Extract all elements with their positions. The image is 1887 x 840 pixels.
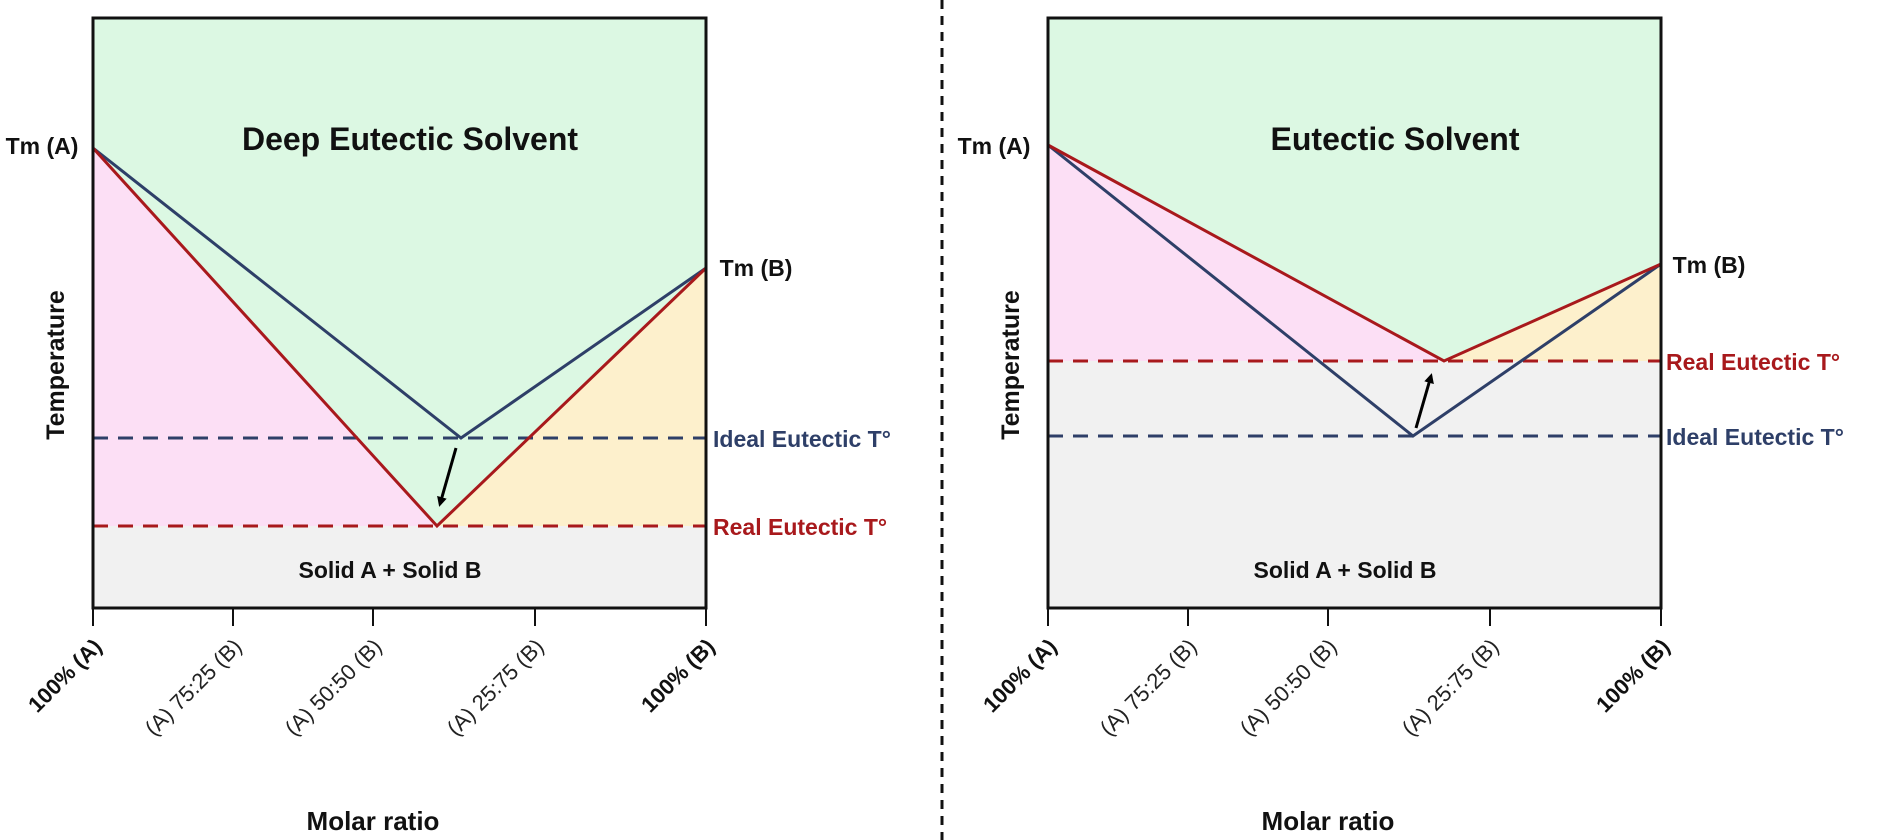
tick-label: 100% (B): [1591, 634, 1674, 717]
real-liquidus-curve: [1047, 143, 1662, 363]
ideal-liquidus-curve: [92, 146, 707, 440]
ideal-eutectic-label: Ideal Eutectic T°: [1666, 424, 1844, 450]
ideal-eutectic-label: Ideal Eutectic T°: [713, 426, 891, 452]
tick-label: (A) 25:75 (B): [442, 634, 549, 741]
panel-deep-eutectic: Deep Eutectic Solvent Tm (A) Tm (B) Idea…: [6, 16, 891, 836]
ideal-liquidus-curve: [1047, 143, 1662, 438]
real-liquidus-curve: [91, 146, 708, 529]
x-tick-labels: 100% (A) (A) 75:25 (B) (A) 50:50 (B) (A)…: [23, 634, 719, 741]
plot-frame: [1046, 16, 1663, 610]
tm-b-label: Tm (B): [1673, 252, 1746, 278]
x-axis-label: Molar ratio: [1262, 806, 1395, 836]
real-eutectic-label: Real Eutectic T°: [713, 514, 887, 540]
y-axis-label: Temperature: [42, 290, 70, 440]
y-axis-label: Temperature: [997, 290, 1025, 440]
tm-b-label: Tm (B): [720, 255, 793, 281]
panel-title: Eutectic Solvent: [1271, 121, 1520, 157]
solid-region: [1048, 361, 1661, 608]
solid-region-label: Solid A + Solid B: [1254, 557, 1437, 583]
x-tick-labels: 100% (A) (A) 75:25 (B) (A) 50:50 (B) (A)…: [978, 634, 1674, 741]
plot-frame: [91, 16, 708, 610]
depression-arrow: [437, 447, 458, 507]
tick-label: 100% (A): [978, 634, 1061, 717]
tick-label: (A) 75:25 (B): [140, 634, 247, 741]
tm-a-label: Tm (A): [6, 133, 79, 159]
tm-a-label: Tm (A): [958, 133, 1031, 159]
elevation-arrow: [1414, 373, 1434, 429]
tick-label: (A) 25:75 (B): [1397, 634, 1504, 741]
solid-region: [93, 526, 706, 608]
panel-eutectic: Eutectic Solvent Tm (A) Tm (B) Real Eute…: [958, 16, 1844, 836]
tick-label: (A) 50:50 (B): [1235, 634, 1342, 741]
tick-label: 100% (A): [23, 634, 106, 717]
real-eutectic-label: Real Eutectic T°: [1666, 349, 1840, 375]
x-axis-ticks: [92, 608, 707, 626]
tick-label: (A) 50:50 (B): [280, 634, 387, 741]
tick-label: (A) 75:25 (B): [1095, 634, 1202, 741]
solid-region-label: Solid A + Solid B: [299, 557, 482, 583]
panel-title: Deep Eutectic Solvent: [242, 121, 578, 157]
x-axis-label: Molar ratio: [307, 806, 440, 836]
tick-label: 100% (B): [636, 634, 719, 717]
x-axis-ticks: [1047, 608, 1662, 626]
